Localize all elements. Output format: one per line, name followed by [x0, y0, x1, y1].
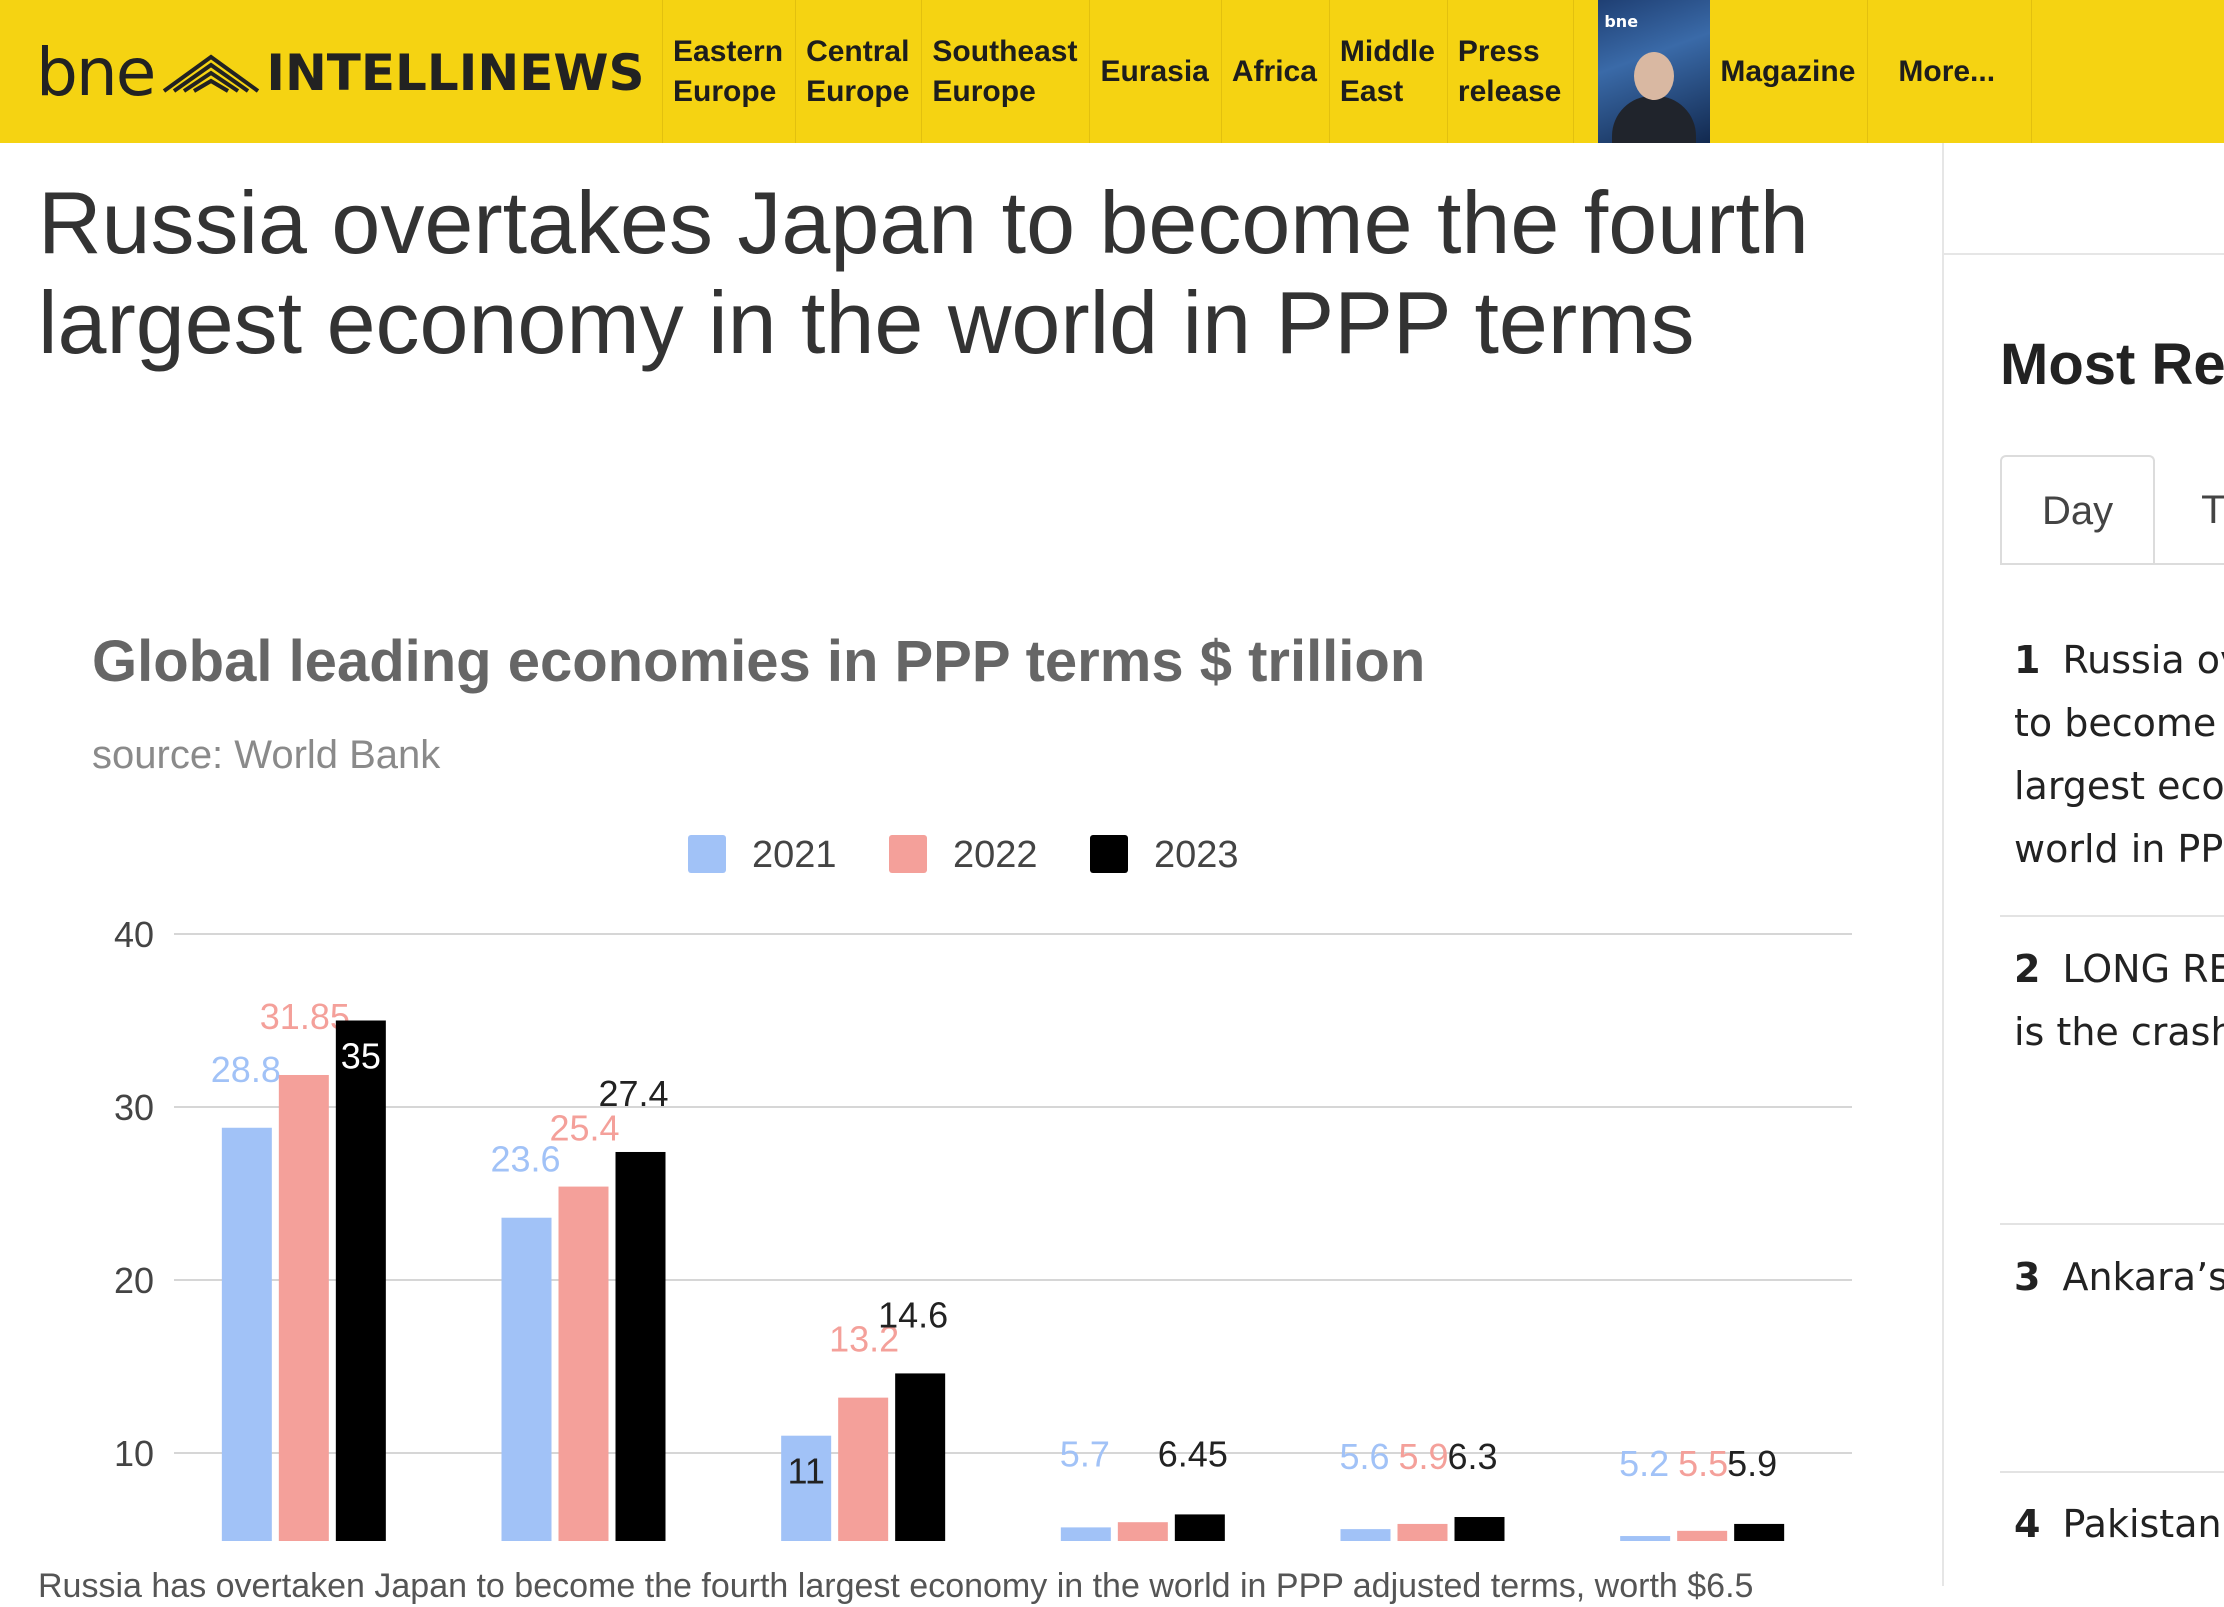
- nav-magazine[interactable]: bne Magazine: [1573, 0, 1867, 143]
- item-number: 3: [2014, 1255, 2041, 1299]
- item-text: Ankara’s prospect of: [2062, 1255, 2224, 1299]
- data-label-germany-2023: 5.9: [1727, 1443, 1777, 1484]
- list-separator: [2000, 1223, 2224, 1225]
- y-tick-label: 40: [114, 914, 154, 955]
- bar-russia-2023: [1174, 1514, 1225, 1541]
- magazine-cover-icon: bne: [1598, 0, 1711, 143]
- data-label-india-2021: 11: [787, 1451, 824, 1492]
- legend-label-2023: 2023: [1154, 834, 1239, 876]
- bar-germany-2023: [1734, 1523, 1785, 1541]
- most-read-title: Most Read: [2000, 332, 2224, 397]
- bar-us-2022: [558, 1186, 609, 1541]
- data-label-russia-2023: 6.45: [1158, 1433, 1228, 1474]
- nav-central-europe[interactable]: Central Europe: [795, 0, 921, 143]
- data-label-japan-2022: 5.9: [1398, 1436, 1448, 1477]
- tab-day[interactable]: Day: [2000, 455, 2156, 565]
- data-label-us-2023: 27.4: [598, 1073, 668, 1114]
- article-caption: Russia has overtaken Japan to become the…: [38, 1567, 1754, 1605]
- bar-russia-2022: [1117, 1522, 1168, 1541]
- nav-middle-east[interactable]: Middle East: [1328, 0, 1447, 143]
- tabs-underline: [2000, 563, 2224, 565]
- main-nav: Eastern Europe Central Europe Southeast …: [662, 0, 2033, 143]
- item-text: Pakistan Swiss: [2062, 1502, 2224, 1546]
- bar-japan-2021: [1340, 1529, 1391, 1541]
- bar-japan-2022: [1397, 1523, 1448, 1541]
- nav-eurasia[interactable]: Eurasia: [1089, 0, 1220, 143]
- y-tick-label: 20: [114, 1260, 154, 1301]
- most-read-tabs: Day T: [2000, 455, 2224, 565]
- most-read-item-3[interactable]: 3 Ankara’s prospect of: [2014, 1246, 2224, 1309]
- bar-india-2021: [781, 1435, 832, 1541]
- y-tick-label: 10: [114, 1433, 154, 1474]
- tab-second[interactable]: T: [2155, 455, 2224, 565]
- nav-press-release[interactable]: Press release: [1446, 0, 1573, 143]
- chart-title: Global leading economies in PPP terms $ …: [92, 629, 1425, 694]
- top-navigation-bar: bne INTELLINEWS Eastern Europe Central E…: [0, 0, 2224, 143]
- data-label-india-2022: 13.2: [829, 1319, 899, 1360]
- bne-intellinews-logo[interactable]: bne INTELLINEWS: [36, 38, 645, 108]
- item-number: 1: [2014, 638, 2041, 682]
- ppp-bar-chart: Global leading economies in PPP terms $ …: [56, 481, 1876, 1541]
- data-label-china-2021: 28.8: [211, 1049, 281, 1090]
- bar-china-2022: [278, 1074, 329, 1541]
- most-read-item-4[interactable]: 4 Pakistan Swiss: [2014, 1493, 2224, 1556]
- chart-subtitle: source: World Bank: [92, 733, 441, 777]
- bar-us-2021: [501, 1217, 552, 1541]
- bar-india-2022: [838, 1397, 889, 1541]
- y-tick-label: 30: [114, 1087, 154, 1128]
- data-label-germany-2022: 5.5: [1678, 1443, 1728, 1484]
- item-number: 4: [2014, 1502, 2041, 1546]
- bar-us-2023: [615, 1151, 666, 1541]
- data-label-china-2023: 35: [341, 1036, 381, 1077]
- data-label-germany-2021: 5.2: [1619, 1443, 1669, 1484]
- chart-svg: Global leading economies in PPP terms $ …: [92, 629, 1852, 1541]
- legend-swatch-2023: [1090, 835, 1128, 873]
- legend-swatch-2022: [889, 835, 927, 873]
- nav-eastern-europe[interactable]: Eastern Europe: [662, 0, 795, 143]
- bar-china-2021: [221, 1127, 272, 1541]
- nav-africa[interactable]: Africa: [1220, 0, 1329, 143]
- item-text: Russia overtakes Japan to become the fou…: [2014, 638, 2224, 871]
- data-label-japan-2021: 5.6: [1339, 1436, 1389, 1477]
- item-number: 2: [2014, 947, 2041, 991]
- bar-russia-2021: [1060, 1527, 1111, 1541]
- item-text: LONG READ: the result is the crashes: [2014, 947, 2224, 1054]
- logo-wordmark: INTELLINEWS: [266, 44, 645, 102]
- list-separator: [2000, 1471, 2224, 1473]
- logo-chevron-icon: [163, 54, 260, 93]
- data-label-us-2022: 25.4: [549, 1108, 619, 1149]
- article: Russia overtakes Japan to become the fou…: [0, 143, 1942, 1605]
- legend-label-2021: 2021: [752, 834, 837, 876]
- legend-label-2022: 2022: [953, 834, 1038, 876]
- bar-japan-2023: [1454, 1517, 1505, 1541]
- bar-india-2023: [895, 1373, 946, 1541]
- bar-china-2023: [335, 1020, 386, 1541]
- data-label-india-2023: 14.6: [878, 1294, 948, 1335]
- data-label-japan-2023: 6.3: [1447, 1436, 1497, 1477]
- nav-magazine-label: Magazine: [1720, 54, 1856, 88]
- logo-prefix: bne: [36, 34, 156, 111]
- nav-southeast-europe[interactable]: Southeast Europe: [921, 0, 1089, 143]
- sidebar-divider: [1944, 253, 2224, 255]
- data-label-china-2022: 31.85: [260, 996, 350, 1037]
- article-headline: Russia overtakes Japan to become the fou…: [38, 173, 1809, 372]
- bar-germany-2022: [1677, 1530, 1728, 1541]
- data-label-us-2021: 23.6: [490, 1139, 560, 1180]
- data-label-russia-2021: 5.7: [1060, 1433, 1110, 1474]
- magazine-cover-label: bne: [1604, 12, 1639, 31]
- legend-swatch-2021: [688, 835, 726, 873]
- nav-more[interactable]: More...: [1867, 0, 2033, 143]
- list-separator: [2000, 915, 2224, 917]
- bar-germany-2021: [1620, 1536, 1671, 1541]
